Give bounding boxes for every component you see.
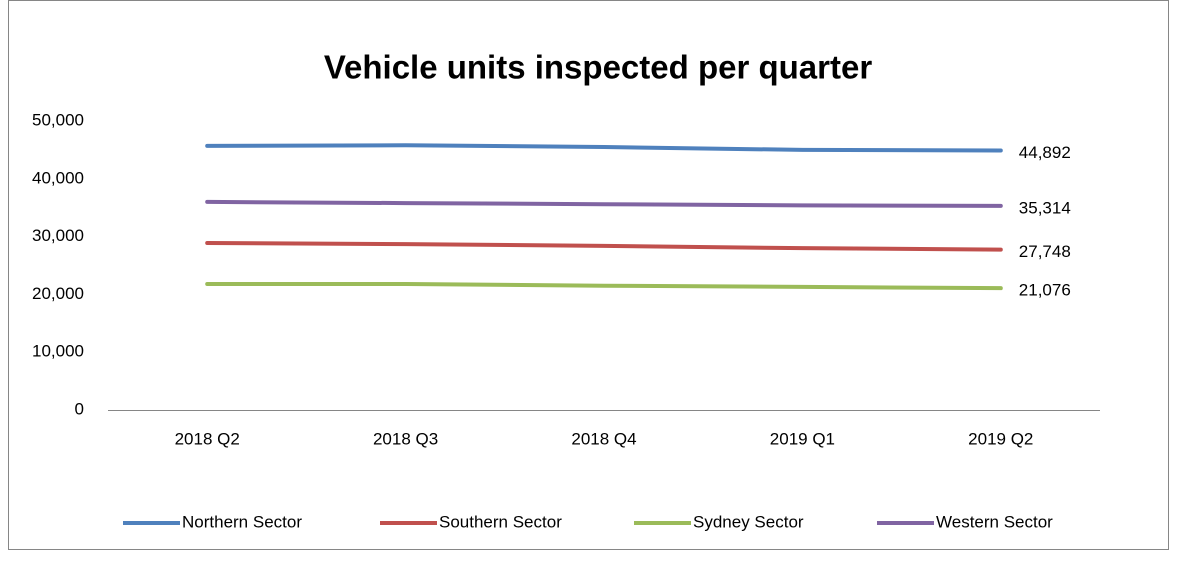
y-tick-label: 10,000: [32, 342, 84, 361]
y-tick-label: 40,000: [32, 168, 84, 187]
data-label: 44,892: [1019, 143, 1071, 162]
legend-label: Southern Sector: [439, 512, 562, 531]
series-line: [205, 281, 1003, 291]
series-line: [205, 199, 1003, 208]
y-tick-label: 30,000: [32, 226, 84, 245]
data-label: 21,076: [1019, 281, 1071, 300]
y-tick-label: 50,000: [32, 110, 84, 129]
data-label: 35,314: [1019, 198, 1071, 217]
legend-label: Northern Sector: [182, 512, 302, 531]
series-line: [205, 143, 1003, 153]
x-tick-label: 2018 Q3: [373, 429, 438, 448]
y-tick-label: 0: [75, 399, 84, 418]
x-tick-label: 2018 Q2: [175, 429, 240, 448]
x-tick-label: 2018 Q4: [571, 429, 636, 448]
y-tick-label: 20,000: [32, 284, 84, 303]
legend-label: Western Sector: [936, 512, 1053, 531]
x-tick-label: 2019 Q1: [770, 429, 835, 448]
data-label: 27,748: [1019, 242, 1071, 261]
legend-label: Sydney Sector: [693, 512, 804, 531]
x-tick-label: 2019 Q2: [968, 429, 1033, 448]
chart-border: [8, 0, 1169, 550]
series-line: [205, 240, 1003, 252]
chart-title: Vehicle units inspected per quarter: [324, 49, 872, 86]
